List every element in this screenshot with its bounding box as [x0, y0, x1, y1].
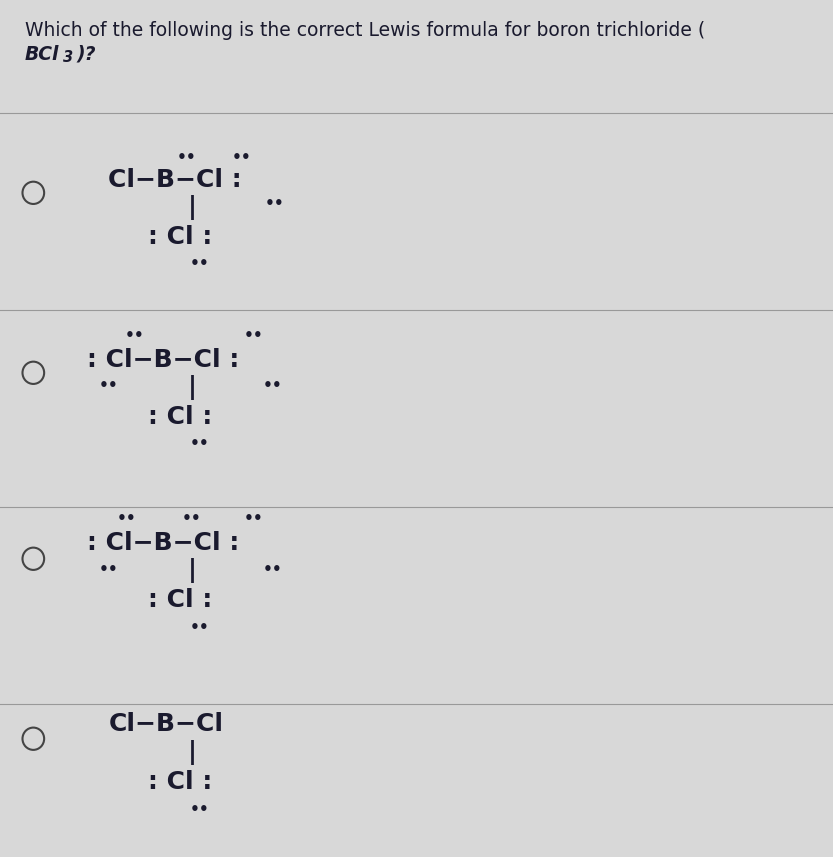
Text: ••: •• — [263, 378, 283, 393]
Text: ••: •• — [232, 150, 252, 165]
Text: ••: •• — [265, 196, 285, 212]
Text: ••: •• — [263, 561, 283, 577]
Text: |: | — [187, 375, 197, 400]
Text: ••: •• — [244, 328, 264, 344]
Text: ••: •• — [125, 328, 145, 344]
Text: : Cl−B−Cl :: : Cl−B−Cl : — [87, 531, 240, 555]
Text: BCl: BCl — [25, 45, 59, 63]
Text: ••: •• — [182, 511, 202, 526]
Text: ••: •• — [98, 561, 118, 577]
Text: : Cl :: : Cl : — [148, 588, 212, 612]
Text: ••: •• — [177, 150, 197, 165]
Text: |: | — [187, 558, 197, 584]
Text: ••: •• — [98, 378, 118, 393]
Text: ••: •• — [190, 256, 210, 272]
Text: : Cl−B−Cl :: : Cl−B−Cl : — [87, 348, 240, 372]
Text: ••: •• — [190, 620, 210, 635]
Text: )?: )? — [77, 45, 96, 63]
Text: ••: •• — [190, 801, 210, 817]
Text: Cl−B−Cl :: Cl−B−Cl : — [108, 168, 242, 192]
Text: : Cl :: : Cl : — [148, 225, 212, 249]
Text: : Cl :: : Cl : — [148, 770, 212, 794]
Text: Cl−B−Cl: Cl−B−Cl — [108, 712, 223, 736]
Text: Which of the following is the correct Lewis formula for boron trichloride (: Which of the following is the correct Le… — [25, 21, 706, 40]
Text: : Cl :: : Cl : — [148, 405, 212, 428]
Text: |: | — [187, 195, 197, 220]
Text: |: | — [187, 740, 197, 765]
Text: 3: 3 — [63, 50, 73, 65]
Text: ••: •• — [117, 511, 137, 526]
Text: ••: •• — [244, 511, 264, 526]
Text: ••: •• — [190, 436, 210, 452]
